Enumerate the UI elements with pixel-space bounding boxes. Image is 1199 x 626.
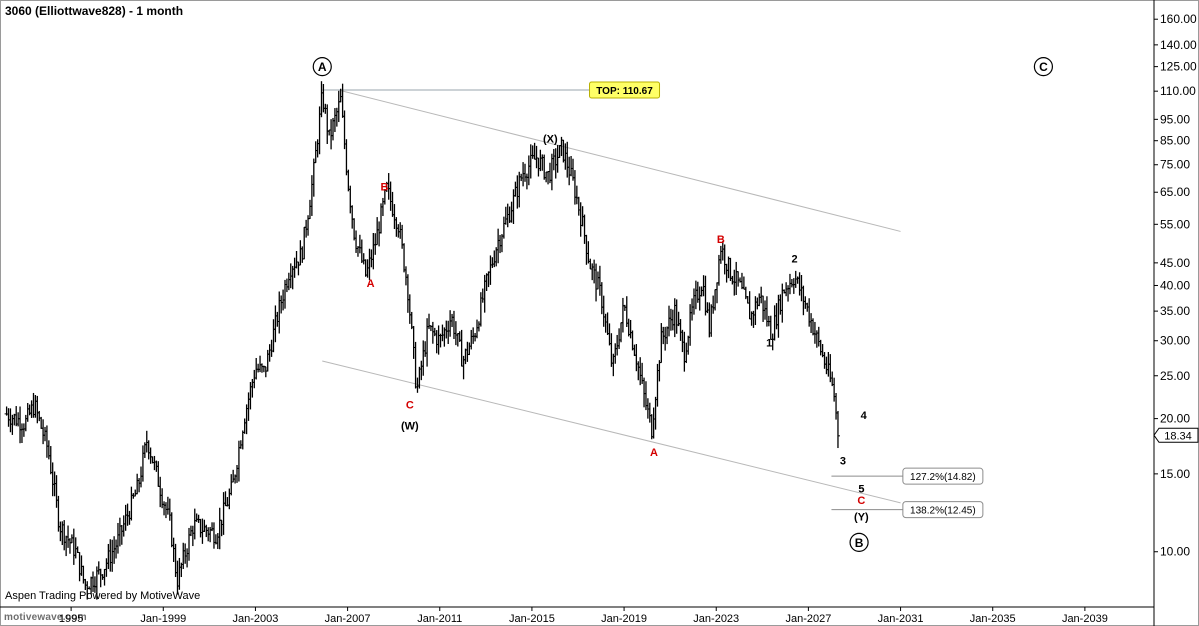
x-tick-label: Jan-1999 (140, 613, 186, 625)
wave-label: 1 (766, 338, 772, 350)
x-tick-label: Jan-2035 (970, 613, 1016, 625)
chart-title: 3060 (Elliottwave828) - 1 month (5, 4, 184, 18)
y-tick-label: 40.00 (1160, 278, 1190, 292)
x-tick-label: Jan-2027 (785, 613, 831, 625)
x-tick-label: Jan-2019 (601, 613, 647, 625)
fib-lines: TOP: 110.67 127.2%(14.82) 138.2%(12.45) (322, 81, 984, 519)
credit-text: Aspen Trading Powered by MotiveWave (5, 590, 201, 602)
circled-wave-marker (849, 532, 869, 552)
wave-label: 5 (858, 483, 864, 495)
fib-label: 138.2%(12.45) (910, 506, 976, 517)
y-tick-label: 110.00 (1160, 84, 1196, 98)
y-tick-label: 125.00 (1160, 60, 1197, 74)
wave-label: (W) (401, 420, 419, 432)
last-price-tag (1153, 427, 1199, 443)
watermark: motivewave.com (4, 612, 87, 623)
y-tick-label: 75.00 (1160, 158, 1190, 172)
top-label-box (589, 81, 661, 99)
wave-label: B (717, 234, 725, 246)
fib-label: 127.2%(14.82) (910, 472, 976, 483)
channel-line (322, 360, 901, 504)
top-label: TOP: 110.67 (596, 86, 653, 97)
x-tick-label: Jan-2039 (1062, 613, 1108, 625)
y-tick-label: 30.00 (1160, 334, 1190, 348)
y-tick-label: 35.00 (1160, 304, 1190, 318)
circled-wave-label: A (318, 60, 327, 74)
last-price-label: 18.34 (1164, 430, 1192, 442)
y-tick-label: 140.00 (1160, 38, 1197, 52)
y-tick-label: 85.00 (1160, 134, 1190, 148)
x-tick-label: Jan-2007 (325, 613, 371, 625)
y-tick-label: 10.00 (1160, 545, 1190, 559)
x-tick-label: 1995 (59, 613, 83, 625)
price-bars (4, 81, 840, 600)
trend-channel (322, 89, 901, 504)
x-tick-label: Jan-2003 (233, 613, 279, 625)
wave-label: C (857, 495, 865, 507)
circled-wave-label: B (855, 536, 864, 550)
wave-label: (X) (543, 133, 558, 145)
wave-label: C (406, 400, 414, 412)
circled-wave-marker (312, 57, 332, 77)
wave-label: A (367, 278, 375, 290)
x-tick-label: Jan-2011 (417, 613, 462, 625)
y-tick-label: 25.00 (1160, 369, 1190, 383)
y-tick-label: 65.00 (1160, 185, 1190, 199)
y-tick-label: 55.00 (1160, 217, 1190, 231)
circled-wave-label: C (1039, 60, 1048, 74)
channel-line (338, 89, 901, 232)
wave-label: B (380, 181, 388, 193)
x-tick-label: Jan-2015 (509, 613, 555, 625)
wave-label: 4 (861, 410, 868, 422)
y-tick-label: 45.00 (1160, 256, 1190, 270)
wave-label: 2 (792, 254, 798, 266)
wave-label: A (650, 447, 658, 459)
wave-label: 3 (840, 455, 846, 467)
y-tick-label: 160.00 (1160, 12, 1197, 26)
circled-wave-marker (1033, 57, 1054, 77)
fib-label-box (902, 467, 984, 485)
y-tick-label: 95.00 (1160, 112, 1190, 126)
wave-label: (Y) (854, 512, 869, 524)
y-tick-label: 15.00 (1160, 467, 1190, 481)
x-tick-label: Jan-2023 (693, 613, 739, 625)
fib-label-box (902, 501, 984, 519)
y-tick-label: 20.00 (1160, 412, 1190, 426)
x-tick-label: Jan-2031 (878, 613, 924, 625)
